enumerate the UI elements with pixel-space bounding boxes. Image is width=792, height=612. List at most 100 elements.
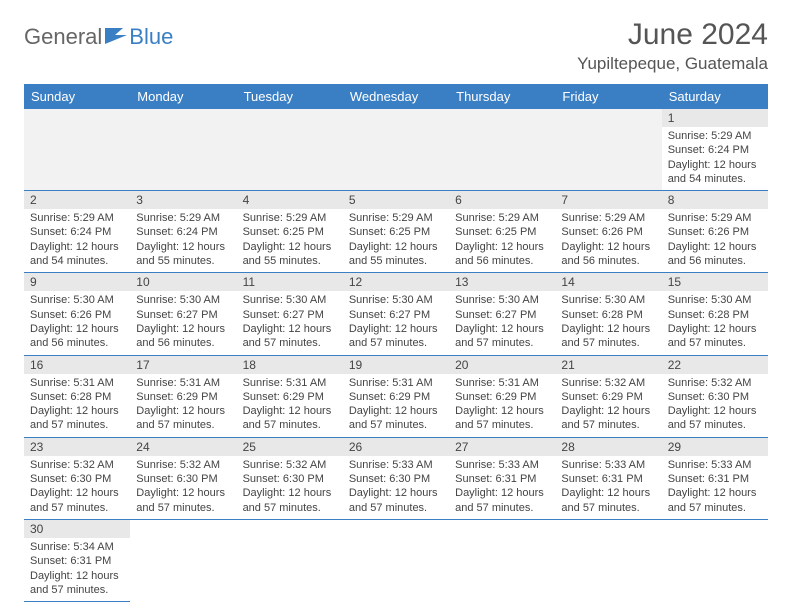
calendar-day-cell: 2Sunrise: 5:29 AMSunset: 6:24 PMDaylight… bbox=[24, 191, 130, 273]
day-details: Sunrise: 5:32 AMSunset: 6:30 PMDaylight:… bbox=[130, 456, 236, 519]
sunrise-text: Sunrise: 5:31 AM bbox=[455, 376, 549, 390]
sunrise-text: Sunrise: 5:30 AM bbox=[243, 293, 337, 307]
sunset-text: Sunset: 6:30 PM bbox=[30, 472, 124, 486]
daylight-text: Daylight: 12 hours and 55 minutes. bbox=[243, 240, 337, 269]
calendar-day-cell: 1Sunrise: 5:29 AMSunset: 6:24 PMDaylight… bbox=[662, 109, 768, 191]
sunset-text: Sunset: 6:29 PM bbox=[243, 390, 337, 404]
sunrise-text: Sunrise: 5:31 AM bbox=[30, 376, 124, 390]
day-details: Sunrise: 5:29 AMSunset: 6:24 PMDaylight:… bbox=[130, 209, 236, 272]
day-details: Sunrise: 5:33 AMSunset: 6:31 PMDaylight:… bbox=[555, 456, 661, 519]
calendar-day-cell: 19Sunrise: 5:31 AMSunset: 6:29 PMDayligh… bbox=[343, 355, 449, 437]
calendar-week-row: 2Sunrise: 5:29 AMSunset: 6:24 PMDaylight… bbox=[24, 191, 768, 273]
calendar-day-cell: 7Sunrise: 5:29 AMSunset: 6:26 PMDaylight… bbox=[555, 191, 661, 273]
weekday-header: Tuesday bbox=[237, 84, 343, 109]
calendar-day-cell: 18 Sunrise: 5:31 AMSunset: 6:29 PMDayligh… bbox=[237, 355, 343, 437]
sunset-text: Sunset: 6:28 PM bbox=[30, 390, 124, 404]
day-number: 23 bbox=[24, 438, 130, 456]
calendar-day-cell: 3Sunrise: 5:29 AMSunset: 6:24 PMDaylight… bbox=[130, 191, 236, 273]
calendar-day-cell: 16Sunrise: 5:31 AMSunset: 6:28 PMDayligh… bbox=[24, 355, 130, 437]
calendar-day-cell: 21Sunrise: 5:32 AMSunset: 6:29 PMDayligh… bbox=[555, 355, 661, 437]
daylight-text: Daylight: 12 hours and 56 minutes. bbox=[30, 322, 124, 351]
day-number: 7 bbox=[555, 191, 661, 209]
sunrise-text: Sunrise: 5:32 AM bbox=[668, 376, 762, 390]
sunrise-text: Sunrise: 5:29 AM bbox=[668, 129, 762, 143]
calendar-day-cell: 4Sunrise: 5:29 AMSunset: 6:25 PMDaylight… bbox=[237, 191, 343, 273]
day-details: Sunrise: 5:31 AMSunset: 6:29 PMDaylight:… bbox=[343, 374, 449, 437]
day-number: 20 bbox=[449, 356, 555, 374]
daylight-text: Daylight: 12 hours and 57 minutes. bbox=[455, 404, 549, 433]
brand-part1: General bbox=[24, 24, 102, 50]
calendar-day-cell: 22Sunrise: 5:32 AMSunset: 6:30 PMDayligh… bbox=[662, 355, 768, 437]
sunset-text: Sunset: 6:25 PM bbox=[349, 225, 443, 239]
sunset-text: Sunset: 6:29 PM bbox=[561, 390, 655, 404]
day-number: 2 bbox=[24, 191, 130, 209]
sunrise-text: Sunrise: 5:34 AM bbox=[30, 540, 124, 554]
sunset-text: Sunset: 6:31 PM bbox=[455, 472, 549, 486]
daylight-text: Daylight: 12 hours and 57 minutes. bbox=[349, 486, 443, 515]
calendar-day-cell bbox=[449, 109, 555, 191]
day-number: 11 bbox=[237, 273, 343, 291]
calendar-day-cell bbox=[130, 109, 236, 191]
day-number: 3 bbox=[130, 191, 236, 209]
day-number: 19 bbox=[343, 356, 449, 374]
calendar-day-cell: 26Sunrise: 5:33 AMSunset: 6:30 PMDayligh… bbox=[343, 437, 449, 519]
sunrise-text: Sunrise: 5:30 AM bbox=[136, 293, 230, 307]
sunrise-text: Sunrise: 5:30 AM bbox=[561, 293, 655, 307]
day-details: Sunrise: 5:33 AMSunset: 6:31 PMDaylight:… bbox=[449, 456, 555, 519]
daylight-text: Daylight: 12 hours and 57 minutes. bbox=[243, 404, 337, 433]
day-number: 22 bbox=[662, 356, 768, 374]
sunrise-text: Sunrise: 5:31 AM bbox=[136, 376, 230, 390]
sunrise-text: Sunrise: 5:31 AM bbox=[243, 376, 337, 390]
day-number: 25 bbox=[237, 438, 343, 456]
day-number: 18 bbox=[237, 356, 343, 374]
sunset-text: Sunset: 6:24 PM bbox=[668, 143, 762, 157]
calendar-day-cell bbox=[555, 519, 661, 601]
day-number: 8 bbox=[662, 191, 768, 209]
day-details: Sunrise: 5:30 AMSunset: 6:27 PMDaylight:… bbox=[449, 291, 555, 354]
sunrise-text: Sunrise: 5:31 AM bbox=[349, 376, 443, 390]
month-title: June 2024 bbox=[577, 18, 768, 52]
brand-part2: Blue bbox=[129, 24, 173, 50]
day-number: 16 bbox=[24, 356, 130, 374]
sunset-text: Sunset: 6:30 PM bbox=[243, 472, 337, 486]
day-details: Sunrise: 5:30 AMSunset: 6:27 PMDaylight:… bbox=[130, 291, 236, 354]
sunrise-text: Sunrise: 5:33 AM bbox=[349, 458, 443, 472]
calendar-day-cell: 24Sunrise: 5:32 AMSunset: 6:30 PMDayligh… bbox=[130, 437, 236, 519]
calendar-day-cell: 15Sunrise: 5:30 AMSunset: 6:28 PMDayligh… bbox=[662, 273, 768, 355]
sunset-text: Sunset: 6:27 PM bbox=[349, 308, 443, 322]
sunrise-text: Sunrise: 5:33 AM bbox=[561, 458, 655, 472]
sunrise-text: Sunrise: 5:32 AM bbox=[561, 376, 655, 390]
day-details: Sunrise: 5:34 AMSunset: 6:31 PMDaylight:… bbox=[24, 538, 130, 601]
calendar-day-cell bbox=[130, 519, 236, 601]
calendar-day-cell bbox=[343, 109, 449, 191]
day-number: 26 bbox=[343, 438, 449, 456]
calendar-week-row: 1Sunrise: 5:29 AMSunset: 6:24 PMDaylight… bbox=[24, 109, 768, 191]
daylight-text: Daylight: 12 hours and 56 minutes. bbox=[455, 240, 549, 269]
daylight-text: Daylight: 12 hours and 57 minutes. bbox=[668, 322, 762, 351]
sunset-text: Sunset: 6:30 PM bbox=[668, 390, 762, 404]
weekday-header: Sunday bbox=[24, 84, 130, 109]
day-number: 30 bbox=[24, 520, 130, 538]
sunrise-text: Sunrise: 5:32 AM bbox=[30, 458, 124, 472]
calendar-day-cell: 30Sunrise: 5:34 AMSunset: 6:31 PMDayligh… bbox=[24, 519, 130, 601]
day-number: 17 bbox=[130, 356, 236, 374]
weekday-header: Monday bbox=[130, 84, 236, 109]
day-details: Sunrise: 5:29 AMSunset: 6:26 PMDaylight:… bbox=[662, 209, 768, 272]
daylight-text: Daylight: 12 hours and 57 minutes. bbox=[668, 486, 762, 515]
day-details: Sunrise: 5:33 AMSunset: 6:30 PMDaylight:… bbox=[343, 456, 449, 519]
sunset-text: Sunset: 6:31 PM bbox=[561, 472, 655, 486]
day-details: Sunrise: 5:32 AMSunset: 6:30 PMDaylight:… bbox=[237, 456, 343, 519]
sunset-text: Sunset: 6:30 PM bbox=[349, 472, 443, 486]
calendar-week-row: 9Sunrise: 5:30 AMSunset: 6:26 PMDaylight… bbox=[24, 273, 768, 355]
sunrise-text: Sunrise: 5:29 AM bbox=[561, 211, 655, 225]
day-details: Sunrise: 5:31 AMSunset: 6:29 PMDaylight:… bbox=[130, 374, 236, 437]
sunrise-text: Sunrise: 5:30 AM bbox=[668, 293, 762, 307]
sunset-text: Sunset: 6:28 PM bbox=[668, 308, 762, 322]
sunset-text: Sunset: 6:27 PM bbox=[455, 308, 549, 322]
day-number: 13 bbox=[449, 273, 555, 291]
title-block: June 2024 Yupiltepeque, Guatemala bbox=[577, 18, 768, 74]
weekday-header: Friday bbox=[555, 84, 661, 109]
day-number: 21 bbox=[555, 356, 661, 374]
day-details: Sunrise: 5:30 AMSunset: 6:27 PMDaylight:… bbox=[237, 291, 343, 354]
weekday-header: Saturday bbox=[662, 84, 768, 109]
